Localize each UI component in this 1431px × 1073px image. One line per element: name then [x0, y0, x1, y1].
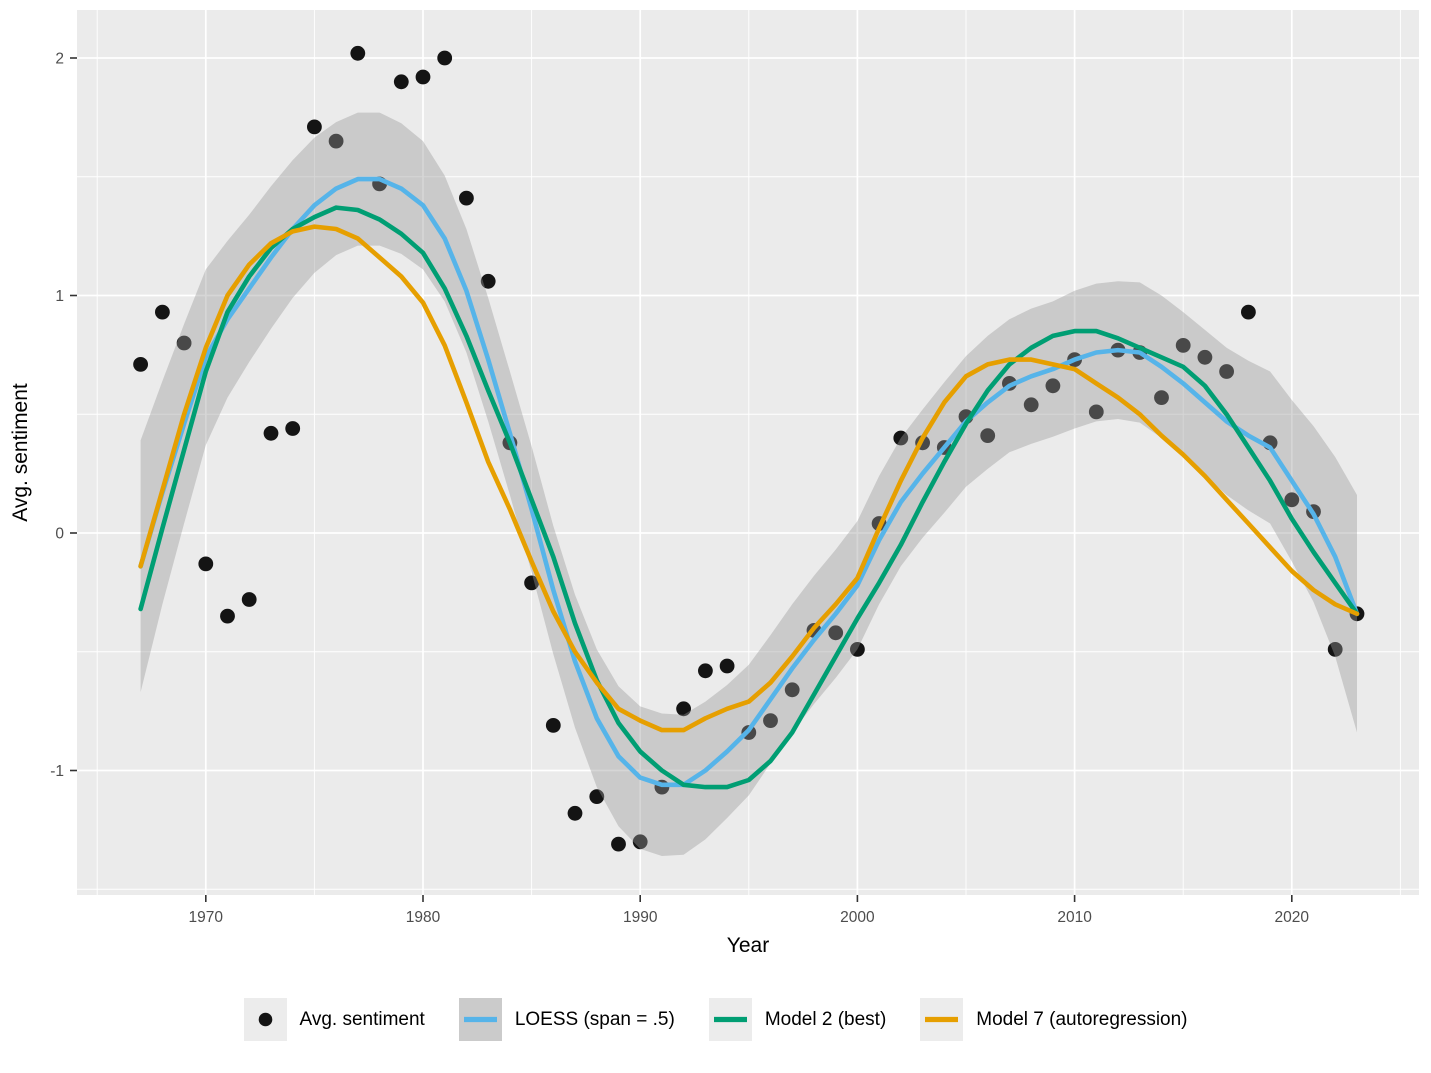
scatter-point: [719, 658, 735, 674]
legend-item-loess: LOESS (span = .5): [458, 998, 675, 1041]
scatter-point: [828, 625, 844, 641]
legend-label: Model 2 (best): [764, 1008, 887, 1030]
scatter-point: [784, 682, 800, 698]
scatter-point: [1197, 349, 1213, 365]
scatter-point: [1219, 364, 1234, 379]
y-tick-label: -1: [50, 763, 64, 780]
x-tick-label: 1980: [406, 909, 441, 926]
scatter-point: [850, 642, 865, 657]
scatter-point: [1045, 378, 1061, 394]
x-tick-label: 2020: [1275, 909, 1310, 926]
scatter-point: [524, 575, 539, 591]
scatter-point: [350, 45, 366, 61]
scatter-point: [763, 713, 778, 728]
scatter-point: [480, 273, 496, 289]
scatter-point: [176, 335, 192, 351]
scatter-point: [307, 119, 322, 135]
scatter-point: [676, 701, 691, 717]
scatter-point: [1284, 492, 1300, 508]
y-tick-label: 0: [55, 526, 64, 543]
scatter-point: [437, 50, 453, 66]
x-tick-label: 1990: [623, 909, 658, 926]
scatter-point: [133, 357, 149, 372]
scatter-point: [328, 133, 344, 149]
scatter-point: [393, 74, 409, 90]
scatter-point: [893, 430, 909, 446]
line-key-icon: [920, 998, 964, 1041]
scatter-point: [198, 556, 214, 572]
model7-line: [138, 224, 1360, 733]
legend-label: LOESS (span = .5): [514, 1008, 675, 1030]
legend-label: Avg. sentiment: [299, 1008, 425, 1030]
scatter-point: [459, 190, 474, 206]
legend-item-model2: Model 2 (best): [708, 998, 887, 1041]
x-tick-label: 1970: [189, 909, 224, 926]
scatter-point: [545, 718, 561, 733]
y-tick-label: 2: [55, 51, 64, 68]
x-axis-title: Year: [727, 934, 769, 957]
y-axis-title: Avg. sentiment: [9, 383, 32, 522]
scatter-point: [980, 428, 996, 443]
loess-line: [138, 176, 1360, 788]
line-key-icon: [708, 998, 752, 1041]
scatter-point: [1088, 404, 1104, 420]
scatter-point: [263, 425, 279, 441]
x-tick-label: 2000: [840, 909, 875, 926]
plot-panel: [77, 10, 1419, 895]
scatter-point: [415, 69, 431, 85]
scatter-point: [567, 805, 583, 821]
scatter-point: [241, 592, 257, 607]
scatter-point: [1023, 397, 1039, 413]
scatter-point: [285, 421, 301, 436]
loess-confidence-ribbon: [140, 112, 1358, 857]
model2-line: [138, 205, 1360, 790]
y-tick-label: 1: [55, 288, 64, 305]
scatter-point: [632, 834, 648, 850]
scatter-point: [220, 608, 235, 624]
scatter-point: [611, 836, 626, 852]
scatter-point: [698, 663, 713, 679]
scatter-point: [155, 304, 170, 320]
legend-item-avg-sentiment: Avg. sentiment: [243, 998, 425, 1041]
scatter-point: [1154, 390, 1169, 405]
x-tick-label: 2010: [1057, 909, 1092, 926]
scatter-point: [1175, 338, 1191, 353]
ribbon-line-key-icon: [458, 998, 502, 1041]
chart-legend: Avg. sentiment LOESS (span = .5) Model 2…: [0, 998, 1431, 1041]
scatter-point: [589, 789, 605, 804]
scatter-point: [1327, 642, 1343, 657]
legend-item-model7: Model 7 (autoregression): [920, 998, 1188, 1041]
legend-label: Model 7 (autoregression): [976, 1008, 1188, 1030]
point-key-icon: [243, 998, 287, 1041]
scatter-point: [1241, 304, 1256, 320]
